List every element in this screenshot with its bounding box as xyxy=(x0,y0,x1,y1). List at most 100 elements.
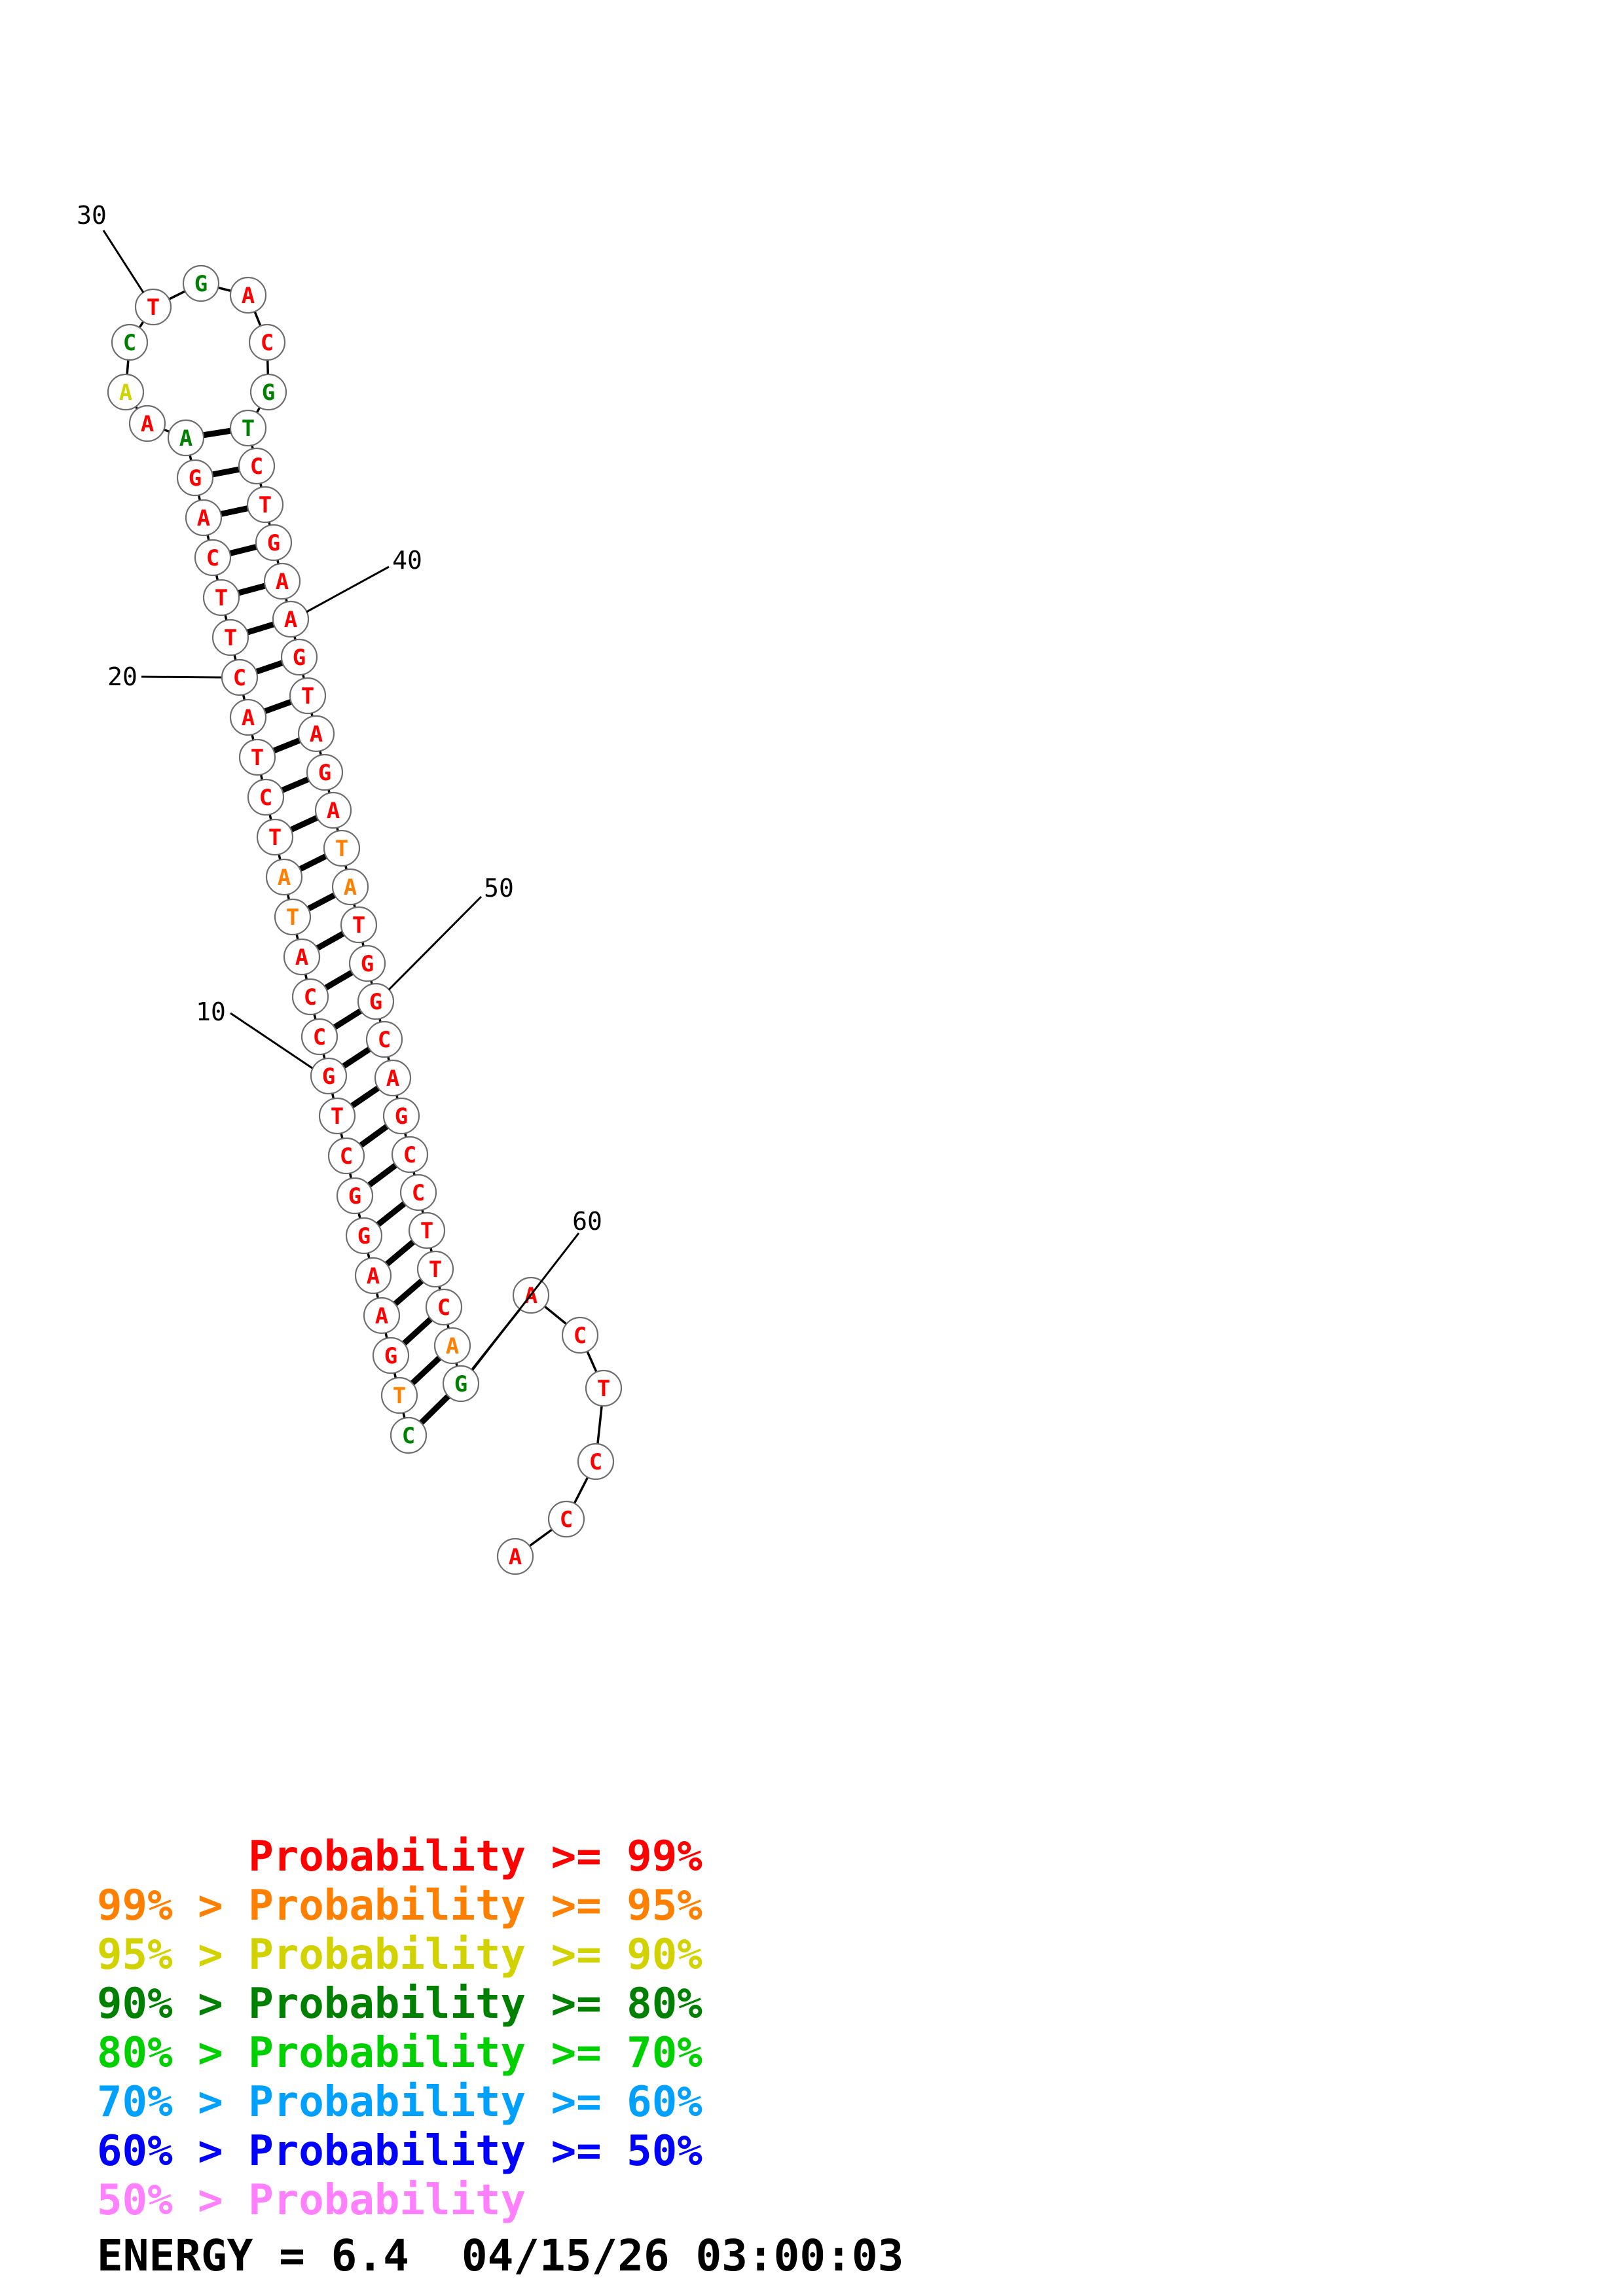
energy-value: ENERGY = 6.4 xyxy=(97,2231,409,2281)
base-letter: T xyxy=(420,1218,433,1244)
base-circle xyxy=(265,858,303,896)
legend-item: 50% > Probability xyxy=(97,2176,526,2225)
base-letter: A xyxy=(242,283,255,309)
base-letter: A xyxy=(242,705,255,731)
base-circle xyxy=(249,373,287,411)
legend-item: 95% > Probability >= 90% xyxy=(97,1931,702,1979)
label-leader-line xyxy=(102,230,145,293)
base-letter: G xyxy=(395,1103,408,1130)
timestamp: 04/15/26 03:00:03 xyxy=(461,2231,904,2281)
base-circle xyxy=(547,1500,585,1538)
base-circle xyxy=(176,459,214,497)
base-letter: C xyxy=(402,1423,415,1449)
base-letter: A xyxy=(295,944,308,971)
base-circle xyxy=(194,539,232,577)
label-leader-line xyxy=(230,1012,313,1069)
base-circle xyxy=(336,1177,374,1215)
base-circle xyxy=(585,1369,623,1407)
base-circle xyxy=(561,1316,599,1354)
base-circle xyxy=(380,1376,418,1414)
base-letter: C xyxy=(304,984,317,1011)
base-letter: T xyxy=(242,416,255,442)
base-circle xyxy=(390,1416,428,1454)
base-circle xyxy=(202,579,240,617)
base-circle xyxy=(416,1250,454,1288)
label-leader-line xyxy=(388,895,483,991)
base-letter: T xyxy=(268,825,282,851)
base-letter: A xyxy=(276,569,289,595)
base-circle xyxy=(272,600,310,638)
base-letter: C xyxy=(412,1180,425,1206)
base-circle xyxy=(246,486,284,524)
base-letter: A xyxy=(375,1303,388,1329)
base-letter: C xyxy=(233,665,246,691)
base-letter: G xyxy=(194,271,208,297)
position-label: 40 xyxy=(392,546,422,575)
base-circle xyxy=(297,715,335,753)
base-letter: G xyxy=(357,1223,371,1249)
base-circle xyxy=(283,938,321,976)
base-circle xyxy=(314,791,352,829)
legend-item: 70% > Probability >= 60% xyxy=(97,2078,702,2126)
base-letter: C xyxy=(574,1323,587,1349)
base-circle xyxy=(433,1327,471,1365)
position-label: 60 xyxy=(572,1207,602,1236)
base-circle xyxy=(391,1136,429,1174)
energy-footer: ENERGY = 6.4 04/15/26 03:00:03 xyxy=(97,2231,903,2281)
base-circle xyxy=(167,419,205,457)
base-circle xyxy=(310,1057,348,1095)
base-letter: G xyxy=(322,1064,335,1090)
base-circle xyxy=(345,1217,383,1255)
base-circle xyxy=(134,288,172,326)
base-letter: G xyxy=(262,380,275,406)
base-circle xyxy=(185,499,223,537)
base-circle xyxy=(354,1257,392,1295)
base-circle xyxy=(128,404,166,442)
base-letter: T xyxy=(224,625,237,651)
base-letter: A xyxy=(284,607,297,633)
base-circle xyxy=(211,619,249,656)
base-letter: G xyxy=(189,465,202,492)
base-circle xyxy=(306,753,344,791)
base-circle xyxy=(408,1211,446,1249)
base-circle xyxy=(577,1443,615,1480)
base-letter: T xyxy=(301,683,314,709)
base-letter: T xyxy=(251,745,264,771)
base-circle xyxy=(255,524,293,562)
base-letter: G xyxy=(384,1343,397,1369)
base-letter: C xyxy=(313,1024,326,1050)
base-letter: T xyxy=(147,295,160,321)
base-letter: C xyxy=(589,1449,602,1475)
base-circle xyxy=(348,944,386,982)
base-circle xyxy=(229,409,267,447)
base-circle xyxy=(363,1297,401,1335)
position-label: 50 xyxy=(484,874,514,903)
base-letter: A xyxy=(179,425,192,452)
position-label: 10 xyxy=(196,997,226,1026)
base-circle xyxy=(372,1336,410,1374)
base-circle xyxy=(229,698,267,736)
base-circle xyxy=(263,562,301,600)
base-letter: C xyxy=(340,1143,353,1170)
base-letter: C xyxy=(259,785,272,811)
base-letter: C xyxy=(206,545,219,571)
base-circle xyxy=(238,738,276,776)
base-letter: T xyxy=(429,1257,442,1283)
base-letter: A xyxy=(344,874,357,901)
base-circle xyxy=(247,778,285,816)
base-letter: A xyxy=(141,411,154,437)
base-circle xyxy=(365,1020,403,1058)
legend-item: 60% > Probability >= 50% xyxy=(97,2127,702,2176)
base-circle xyxy=(496,1537,534,1575)
base-circle xyxy=(280,638,318,676)
base-letter: T xyxy=(597,1376,610,1402)
position-label: 30 xyxy=(77,201,107,230)
legend-item: Probability >= 99% xyxy=(97,1833,702,1881)
base-letter: A xyxy=(327,798,340,824)
base-circle xyxy=(291,978,329,1016)
base-circle xyxy=(327,1137,365,1175)
base-letter: C xyxy=(123,330,136,356)
base-letter: G xyxy=(454,1371,467,1397)
base-letter: T xyxy=(331,1103,344,1130)
